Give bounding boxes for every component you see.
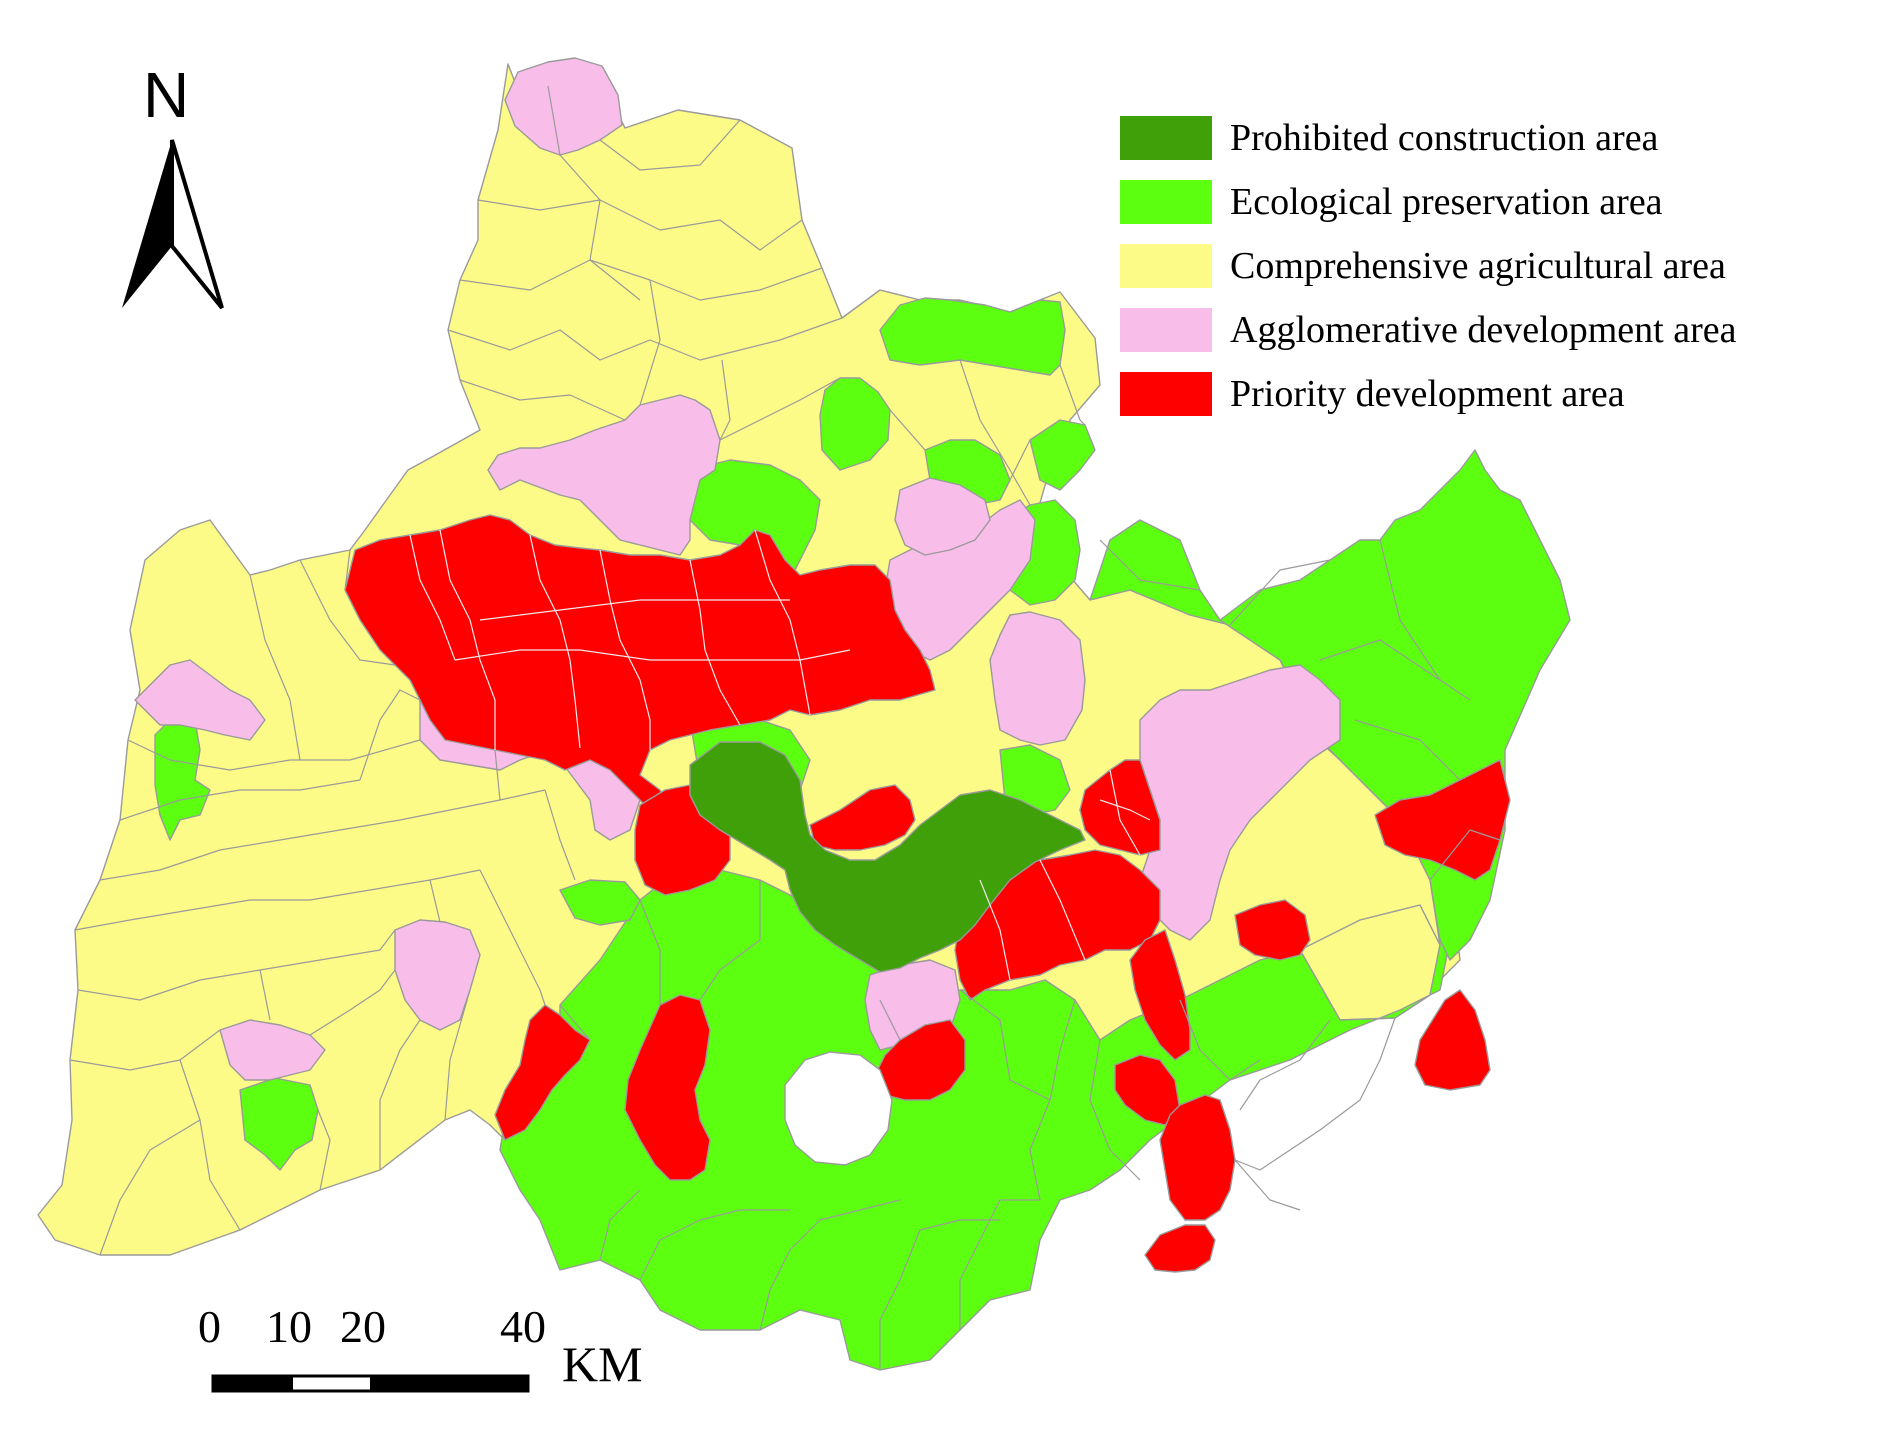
scale-tick-40: 40	[500, 1301, 546, 1352]
legend-item-priority: Priority development area	[1120, 362, 1880, 426]
region-ecological-north-1	[879, 297, 1066, 376]
scale-tick-10: 10	[266, 1301, 312, 1352]
scale-tick-0: 0	[198, 1301, 221, 1352]
region-ecological-center-north	[689, 459, 821, 581]
legend-item-ecological: Ecological preservation area	[1120, 170, 1880, 234]
region-priority-east-1	[1374, 759, 1511, 881]
scale-unit: KM	[562, 1336, 643, 1392]
legend: Prohibited construction area Ecological …	[1120, 106, 1880, 426]
legend-item-agricultural: Comprehensive agricultural area	[1120, 234, 1880, 298]
region-priority-sw-1	[494, 1004, 591, 1141]
region-ecological-sw	[239, 1077, 319, 1171]
north-arrow-icon	[122, 139, 224, 310]
legend-label-priority: Priority development area	[1230, 373, 1625, 415]
region-ecological-south	[499, 519, 1451, 1371]
scale-bar	[211, 1374, 530, 1393]
region-ecological-center-2	[559, 879, 641, 926]
legend-swatch-priority	[1120, 372, 1212, 416]
region-agglomerative-river-north	[894, 477, 991, 556]
legend-label-ecological: Ecological preservation area	[1230, 181, 1663, 223]
legend-swatch-prohibited	[1120, 116, 1212, 160]
region-priority-river-3	[1129, 929, 1191, 1061]
region-priority-center-2	[809, 784, 916, 851]
region-prohibited	[689, 741, 1086, 973]
region-agglomerative-south-2	[219, 1019, 326, 1081]
north-label: N	[143, 59, 190, 131]
legend-item-agglomerative: Agglomerative development area	[1120, 298, 1880, 362]
region-agglomerative-ne-2	[989, 611, 1086, 746]
region-ecological-north-4	[1029, 419, 1096, 491]
legend-label-agricultural: Comprehensive agricultural area	[1230, 245, 1726, 287]
legend-item-prohibited: Prohibited construction area	[1120, 106, 1880, 170]
region-priority-east-2	[1234, 899, 1311, 961]
region-excluded	[784, 1051, 893, 1166]
region-priority-south-2	[1159, 1094, 1236, 1221]
legend-label-agglomerative: Agglomerative development area	[1230, 309, 1737, 351]
scale-tick-20: 20	[340, 1301, 386, 1352]
agglomerative-areas	[134, 57, 1341, 1081]
region-priority-east-3	[1414, 989, 1491, 1091]
region-priority-sw-2	[624, 994, 711, 1181]
internal-boundaries	[69, 85, 1501, 1370]
region-priority-south-3	[1144, 1224, 1216, 1273]
region-agglomerative-west	[134, 659, 266, 741]
legend-swatch-agglomerative	[1120, 308, 1212, 352]
legend-swatch-agricultural	[1120, 244, 1212, 288]
region-agglomerative-north	[487, 394, 721, 556]
priority-internal-boundaries	[409, 529, 1151, 981]
legend-swatch-ecological	[1120, 180, 1212, 224]
region-agglomerative-south-1	[394, 919, 481, 1031]
region-ecological-north-2	[819, 377, 891, 471]
legend-label-prohibited: Prohibited construction area	[1230, 117, 1659, 159]
region-priority-river-1	[1079, 759, 1161, 856]
